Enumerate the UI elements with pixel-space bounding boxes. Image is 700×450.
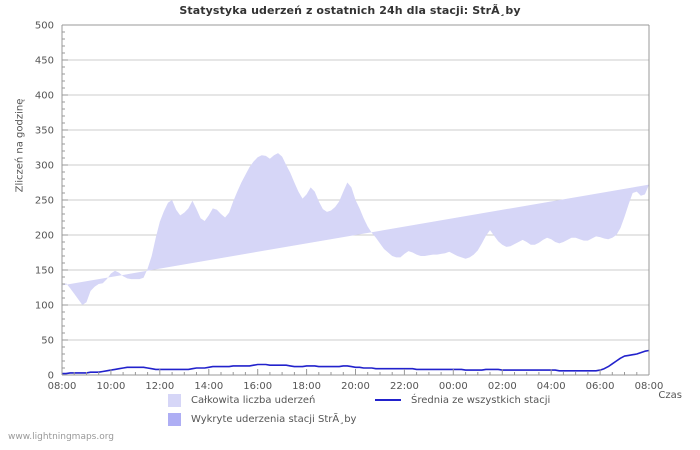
legend-item-average: Średnia ze wszystkich stacji [375,392,550,408]
x-tick-label: 12:00 [145,381,174,392]
y-tick-label: 500 [35,21,54,32]
x-tick-label: 10:00 [96,381,125,392]
legend-swatch-station [168,412,181,426]
y-tick-label: 400 [35,91,54,102]
footer-url: www.lightningmaps.org [8,432,114,442]
x-tick-label: 06:00 [586,381,615,392]
legend-label-total: Całkowita liczba uderzeń [191,394,316,406]
x-tick-label: 22:00 [390,381,419,392]
x-tick-label: 16:00 [243,381,272,392]
x-tick-label: 18:00 [292,381,321,392]
legend-swatch-total [168,393,181,407]
area-series-0 [62,153,649,305]
y-tick-label: 100 [35,301,54,312]
legend-item-station: Wykryte uderzenia stacji StrÃ¸by [168,411,356,427]
x-tick-label: 14:00 [194,381,223,392]
y-tick-label: 250 [35,196,54,207]
legend-label-average: Średnia ze wszystkich stacji [411,394,551,406]
y-tick-label: 150 [35,266,54,277]
legend-item-total: Całkowita liczba uderzeń [168,392,315,408]
x-tick-label: 20:00 [341,381,370,392]
chart-legend: Całkowita liczba uderzeń Średnia ze wszy… [0,392,700,428]
x-axis-label: Czas [658,390,682,401]
legend-line-average [375,399,401,401]
x-tick-label: 04:00 [537,381,566,392]
y-tick-label: 350 [35,126,54,137]
x-tick-label: 08:00 [48,381,77,392]
y-tick-label: 300 [35,161,54,172]
x-tick-label: 02:00 [488,381,517,392]
x-tick-label: 00:00 [439,381,468,392]
y-tick-label: 200 [35,231,54,242]
y-tick-label: 0 [48,371,54,382]
legend-label-station: Wykryte uderzenia stacji StrÃ¸by [191,413,357,425]
chart-title: Statystyka uderzeń z ostatnich 24h dla s… [179,4,521,17]
x-tick-label: 08:00 [635,381,664,392]
y-tick-label: 50 [41,336,54,347]
y-tick-label: 450 [35,56,54,67]
